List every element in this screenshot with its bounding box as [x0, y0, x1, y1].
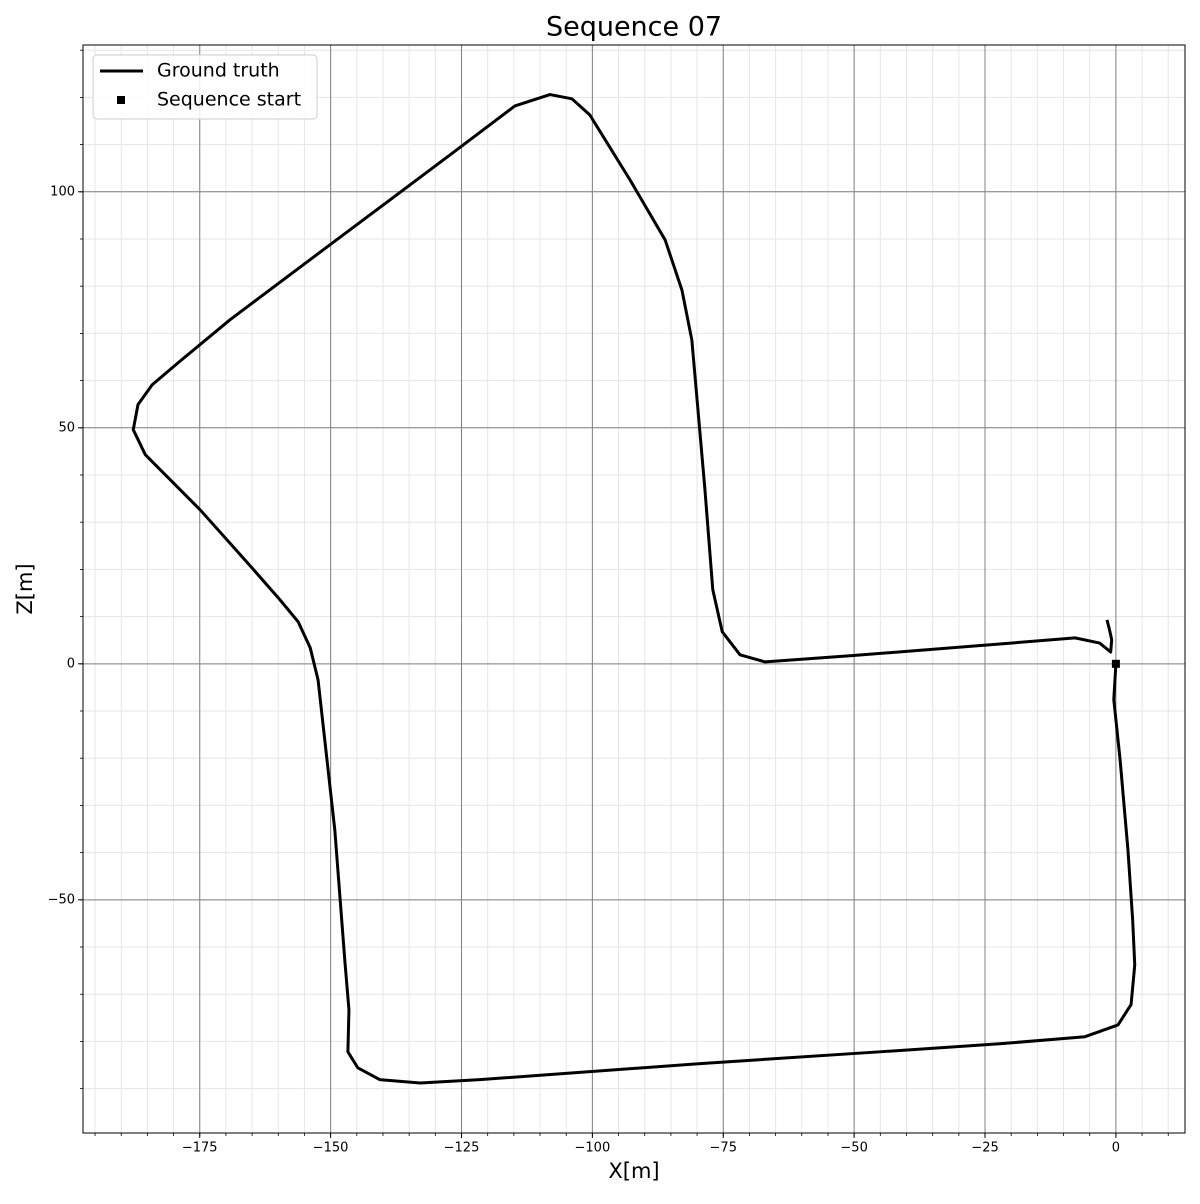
- x-tick-label: −100: [575, 1141, 611, 1156]
- y-tick-label: 100: [50, 184, 75, 199]
- y-tick-label: 0: [67, 656, 75, 671]
- x-tick-label: −25: [971, 1141, 998, 1156]
- trajectory-line: [131, 93, 1137, 1085]
- y-tick-label: −50: [48, 892, 75, 907]
- start-marker: [1111, 659, 1120, 668]
- legend: Ground truth Sequence start: [92, 54, 318, 120]
- chart-title: Sequence 07: [546, 12, 722, 43]
- legend-marker: [117, 96, 125, 104]
- x-axis-label: X[m]: [608, 1159, 659, 1183]
- x-tick-label: −150: [313, 1141, 349, 1156]
- y-axis-label: Z[m]: [13, 563, 37, 614]
- x-tick-label: −75: [710, 1141, 737, 1156]
- y-tick-label: 50: [58, 420, 75, 435]
- legend-label: Ground truth: [157, 60, 280, 82]
- x-tick-label: −50: [840, 1141, 867, 1156]
- x-tick-label: −175: [182, 1141, 218, 1156]
- x-tick-label: 0: [1112, 1141, 1120, 1156]
- x-tick-label: −125: [444, 1141, 480, 1156]
- plot-frame: [82, 44, 1186, 1134]
- legend-box: [92, 54, 318, 120]
- legend-label: Sequence start: [157, 89, 301, 111]
